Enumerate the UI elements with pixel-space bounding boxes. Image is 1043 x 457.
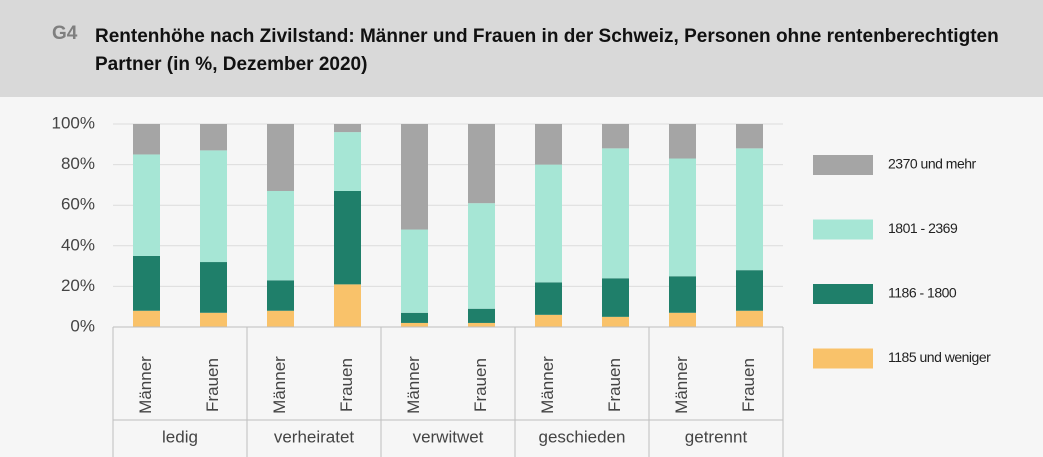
x-tick-label: Frauen [203, 358, 222, 412]
bar-segment [535, 282, 562, 315]
bar-segment [133, 124, 160, 155]
group-label: geschieden [539, 427, 626, 446]
bar-segment [669, 158, 696, 277]
bar-segment [334, 190, 361, 285]
legend-label: 1185 und weniger [888, 349, 991, 365]
chart-title: Rentenhöhe nach Zivilstand: Männer und F… [95, 26, 999, 75]
x-tick-label: Männer [672, 356, 691, 414]
x-tick-label: Männer [270, 356, 289, 414]
bar-segment [267, 190, 294, 281]
legend-swatch [813, 155, 873, 175]
y-tick-label: 60% [61, 195, 95, 214]
bar-segment [736, 124, 763, 149]
x-tick-label: Frauen [739, 358, 758, 412]
bar-segment [401, 322, 428, 327]
x-tick-label: Frauen [471, 358, 490, 412]
bar-segment [267, 280, 294, 311]
x-tick-label: Männer [404, 356, 423, 414]
bar-segment [468, 322, 495, 327]
group-label: verheiratet [274, 427, 355, 446]
bar-segment [468, 124, 495, 204]
legend-label: 1801 - 2369 [888, 220, 958, 236]
bar-segment [669, 124, 696, 159]
bar-segment [267, 124, 294, 191]
group-label: getrennt [685, 427, 748, 446]
bar-segment [334, 284, 361, 327]
y-tick-label: 0% [70, 316, 95, 335]
bar-segment [200, 312, 227, 327]
bar-segment [334, 124, 361, 133]
bar-segment [535, 124, 562, 165]
bar-segment [736, 310, 763, 327]
bar-segment [133, 310, 160, 327]
group-label: verwitwet [413, 427, 484, 446]
bar-segment [468, 203, 495, 309]
bar-segment [334, 132, 361, 191]
bar-segment [401, 312, 428, 323]
y-tick-label: 20% [61, 276, 95, 295]
x-tick-label: Männer [538, 356, 557, 414]
bar-segment [602, 148, 629, 279]
y-tick-label: 80% [61, 154, 95, 173]
bar-segment [267, 310, 294, 327]
bar-segment [736, 270, 763, 311]
x-tick-label: Frauen [605, 358, 624, 412]
bar-segment [669, 276, 696, 313]
legend-swatch [813, 348, 873, 369]
bar-segment [468, 308, 495, 323]
legend-label: 2370 und mehr [888, 156, 977, 172]
y-tick-label: 40% [61, 235, 95, 254]
bar-segment [602, 124, 629, 149]
bar-segment [535, 164, 562, 283]
bar-segment [200, 150, 227, 263]
y-tick-label: 100% [52, 113, 95, 132]
bar-segment [133, 255, 160, 311]
x-tick-label: Männer [136, 356, 155, 414]
bar-segment [133, 154, 160, 256]
bar-segment [200, 262, 227, 313]
legend-swatch [813, 219, 873, 240]
legend-label: 1186 - 1800 [888, 285, 957, 301]
x-tick-label: Frauen [337, 358, 356, 412]
bar-segment [602, 316, 629, 327]
chart-number: G4 [52, 23, 78, 44]
bar-segment [602, 278, 629, 317]
group-label: ledig [162, 427, 198, 446]
bar-segment [200, 124, 227, 151]
legend-swatch [813, 284, 873, 304]
header [0, 0, 1043, 97]
bar-segment [736, 148, 763, 271]
bar-segment [401, 124, 428, 230]
bar-segment [401, 229, 428, 313]
bar-segment [669, 312, 696, 327]
bar-segment [535, 314, 562, 327]
